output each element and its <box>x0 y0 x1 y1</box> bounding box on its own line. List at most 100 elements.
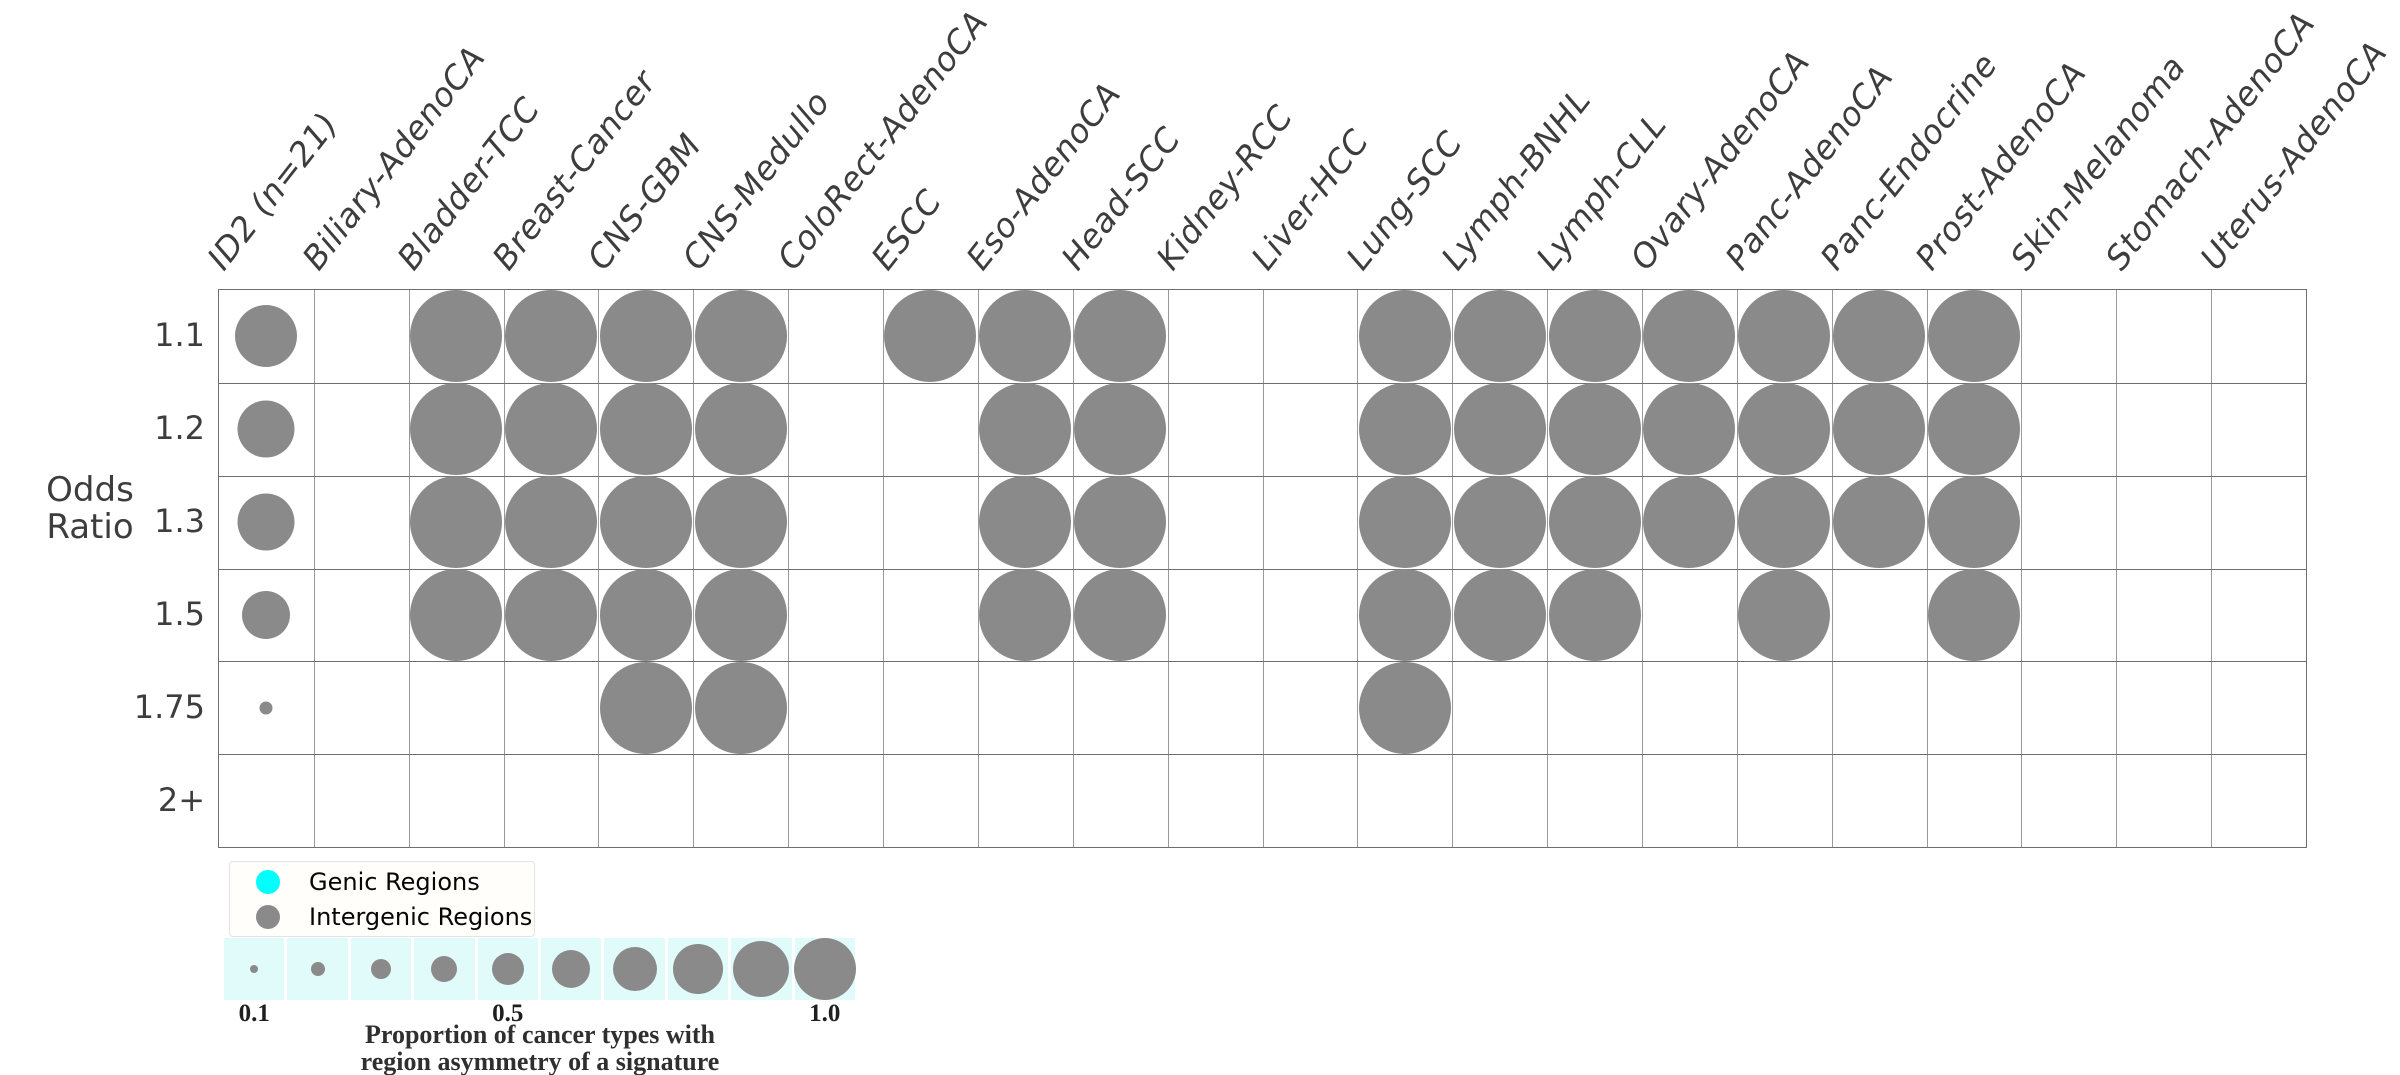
proportion-bubble <box>694 383 787 476</box>
grid-cell <box>788 290 883 383</box>
grid-cell <box>1357 383 1452 476</box>
size-legend-tick-label: 1.0 <box>809 1000 841 1027</box>
proportion-bubble <box>410 290 503 383</box>
proportion-bubble <box>1927 476 2020 569</box>
grid-cell <box>1073 754 1168 847</box>
grid-cell <box>504 476 599 569</box>
grid-cell <box>1357 661 1452 754</box>
grid-cell <box>1547 661 1642 754</box>
grid-line-vertical <box>2116 290 2117 847</box>
grid-cell <box>2116 383 2211 476</box>
proportion-bubble <box>979 476 1072 569</box>
proportion-bubble <box>1548 290 1641 383</box>
proportion-bubble <box>237 400 295 458</box>
grid-cell <box>1168 754 1263 847</box>
proportion-bubble <box>694 661 787 754</box>
grid-cell <box>978 290 1073 383</box>
size-legend-bubble <box>250 965 259 973</box>
grid-cell <box>2211 569 2306 662</box>
grid-cell <box>883 661 978 754</box>
grid-cell <box>1168 290 1263 383</box>
size-legend-cell <box>731 938 792 1000</box>
size-legend-cell <box>604 938 665 1000</box>
grid-cell <box>1832 569 1927 662</box>
size-legend-cell <box>414 938 475 1000</box>
grid-cell <box>314 569 409 662</box>
proportion-bubble <box>1358 661 1451 754</box>
grid-cell <box>1168 569 1263 662</box>
grid-cell <box>2116 661 2211 754</box>
column-header: Panc-Endocrine <box>1812 45 2006 277</box>
grid-cell <box>693 383 788 476</box>
grid-line-vertical <box>1263 290 1264 847</box>
grid-cell <box>1263 754 1358 847</box>
grid-cell <box>314 290 409 383</box>
proportion-bubble <box>1074 383 1167 476</box>
proportion-bubble <box>1358 290 1451 383</box>
proportion-bubble <box>1074 568 1167 661</box>
grid-cell <box>504 568 599 662</box>
grid-cell <box>1547 383 1642 476</box>
grid-cell <box>2116 476 2211 569</box>
column-header: Prost-AdenoCA <box>1907 53 2094 277</box>
grid-cell <box>1927 290 2022 383</box>
size-legend-cell <box>287 938 348 1000</box>
grid-cell <box>598 476 693 569</box>
grid-line-vertical <box>1832 290 1833 847</box>
proportion-bubble <box>1453 383 1546 476</box>
grid-cell <box>883 754 978 847</box>
grid-cell <box>978 568 1073 662</box>
proportion-bubble <box>599 476 692 569</box>
grid-cell <box>2211 383 2306 476</box>
grid-cell <box>1737 754 1832 847</box>
grid-cell <box>1927 568 2022 662</box>
size-legend-bubble <box>612 947 657 991</box>
size-legend-bubble <box>310 962 325 976</box>
proportion-bubble <box>505 290 597 383</box>
grid-cell <box>2211 290 2306 383</box>
grid-cell <box>883 383 978 476</box>
grid-cell <box>504 383 599 476</box>
proportion-bubble <box>599 661 692 754</box>
grid-line-vertical <box>314 290 315 847</box>
proportion-bubble <box>1738 568 1831 661</box>
grid-cell <box>1452 568 1547 662</box>
grid-line-vertical <box>504 290 505 847</box>
proportion-bubble <box>1833 476 1926 569</box>
grid-cell <box>598 661 693 754</box>
grid-line-vertical <box>409 290 410 847</box>
proportion-bubble <box>1738 290 1831 383</box>
grid-line-vertical <box>978 290 979 847</box>
size-legend-cell <box>541 938 602 1000</box>
grid-line-vertical <box>1073 290 1074 847</box>
grid-cell <box>1073 476 1168 569</box>
proportion-bubble <box>1548 476 1641 569</box>
grid-cell <box>1357 568 1452 662</box>
size-legend-cell <box>224 938 285 1000</box>
column-header: ESCC <box>863 182 950 277</box>
grid-cell <box>1073 568 1168 662</box>
grid-cell <box>2211 661 2306 754</box>
grid-cell <box>2116 569 2211 662</box>
proportion-bubble <box>694 476 787 569</box>
intergenic-regions-swatch-icon <box>256 904 280 929</box>
legend-item-label: Genic Regions <box>309 867 480 896</box>
grid-line-vertical <box>883 290 884 847</box>
size-legend-tick-label: 0.5 <box>492 1000 524 1027</box>
grid-cell <box>504 754 599 847</box>
grid-cell <box>1927 383 2022 476</box>
proportion-bubble <box>235 305 298 368</box>
proportion-bubble <box>237 493 295 551</box>
grid-line-vertical <box>788 290 789 847</box>
grid-cell <box>1263 476 1358 569</box>
proportion-bubble <box>1738 383 1831 476</box>
grid-cell <box>219 661 314 754</box>
grid-cell <box>2021 661 2116 754</box>
grid-line-horizontal <box>219 661 2306 662</box>
proportion-bubble <box>694 568 787 661</box>
grid-cell <box>1547 290 1642 383</box>
proportion-bubble <box>1927 290 2020 383</box>
grid-cell <box>978 476 1073 569</box>
grid-cell <box>1927 754 2022 847</box>
grid-line-vertical <box>1547 290 1548 847</box>
